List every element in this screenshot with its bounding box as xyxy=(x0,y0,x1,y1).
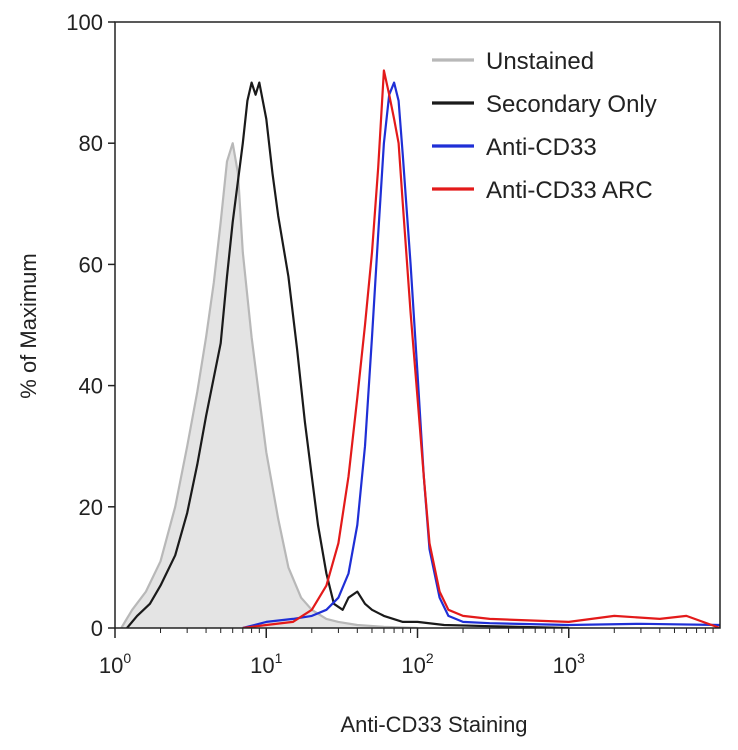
series-fill-unstained xyxy=(121,143,418,628)
series-line-anti-cd33 xyxy=(242,81,720,628)
x-tick-label: 102 xyxy=(401,650,433,678)
y-tick-label: 100 xyxy=(66,10,103,35)
legend-item-anti-cd33: Anti-CD33 xyxy=(432,134,597,161)
legend-label: Anti-CD33 xyxy=(486,134,597,161)
x-axis: 100 101 102 103 xyxy=(99,628,714,678)
y-tick-label: 60 xyxy=(79,252,103,277)
plot-layer xyxy=(120,69,720,628)
series-line-anti-cd33-arc xyxy=(242,69,720,628)
legend-item-unstained: Unstained xyxy=(432,48,594,75)
y-tick-label: 0 xyxy=(91,616,103,641)
legend-item-anti-cd33-arc: Anti-CD33 ARC xyxy=(432,177,653,204)
series-line-secondary-only xyxy=(126,81,569,628)
legend-label: Secondary Only xyxy=(486,91,657,118)
legend: Unstained Secondary Only Anti-CD33 Anti-CD3… xyxy=(432,48,657,204)
y-tick-label: 80 xyxy=(79,131,103,156)
series-line-unstained xyxy=(120,142,418,628)
legend-label: Anti-CD33 ARC xyxy=(486,177,653,204)
y-tick-label: 40 xyxy=(79,374,103,399)
legend-label: Unstained xyxy=(486,48,594,75)
x-axis-label: Anti-CD33 Staining xyxy=(340,712,527,737)
y-tick-label: 20 xyxy=(79,495,103,520)
y-axis-label: % of Maximum xyxy=(16,253,41,398)
y-axis: 0 20 40 60 80 100 xyxy=(66,10,115,641)
legend-item-secondary-only: Secondary Only xyxy=(432,91,657,118)
